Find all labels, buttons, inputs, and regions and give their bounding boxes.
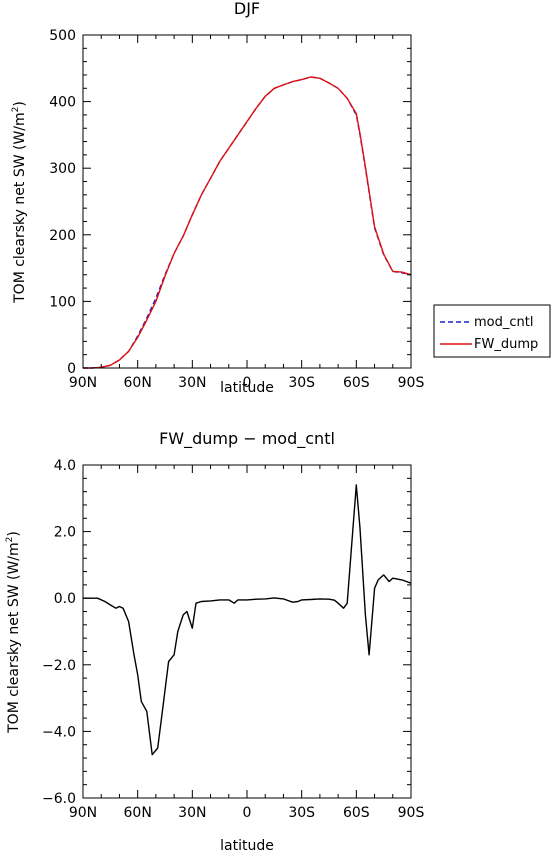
bot-x-tick-label: 90N xyxy=(69,805,97,821)
bottom-panel: FW_dump − mod_cntl 90N 60N 30N 0 30S 60S 90S −6… xyxy=(5,429,424,851)
top-y-tick-label: 200 xyxy=(49,228,76,244)
top-x-tick-label: 30N xyxy=(178,375,206,391)
top-y-tick-label: 500 xyxy=(49,28,76,44)
legend-label-mod-cntl: mod_cntl xyxy=(474,315,533,330)
legend-label-fw-dump: FW_dump xyxy=(474,337,538,352)
bot-x-tick-label: 30S xyxy=(288,805,315,821)
top-y-axis-label: TOM clearsky net SW (W/m2) xyxy=(11,101,28,304)
top-chart-title: DJF xyxy=(234,0,260,18)
top-y-tick-label: 100 xyxy=(49,294,76,310)
bot-y-tick-label: 4.0 xyxy=(54,458,76,474)
legend: mod_cntl FW_dump xyxy=(433,304,551,358)
top-y-tick-label: 400 xyxy=(49,95,76,111)
bot-x-tick-label: 30N xyxy=(178,805,206,821)
top-x-axis-label: latitude xyxy=(220,380,274,396)
bot-y-tick-label: 2.0 xyxy=(54,525,76,541)
top-series-line-fw-dump xyxy=(83,76,412,369)
bot-x-tick-label: 60S xyxy=(343,805,370,821)
bottom-x-axis-label: latitude xyxy=(220,838,274,851)
top-series-layer xyxy=(83,76,412,369)
bottom-chart-title: FW_dump − mod_cntl xyxy=(159,429,335,449)
bot-plot-frame xyxy=(82,464,412,799)
bot-y-tick-label: −2.0 xyxy=(42,658,76,674)
top-plot-frame xyxy=(82,34,412,369)
top-x-tick-label: 90S xyxy=(398,375,425,391)
bot-x-tick-label: 60N xyxy=(124,805,152,821)
bot-y-tick-label: −4.0 xyxy=(42,724,76,740)
top-x-tick-label: 0 xyxy=(243,375,252,391)
top-x-tick-label: 60N xyxy=(124,375,152,391)
bot-x-tick-label: 90S xyxy=(398,805,425,821)
bot-y-tick-label: −6.0 xyxy=(42,791,76,807)
top-x-tick-label: 60S xyxy=(343,375,370,391)
bot-x-tick-label: 0 xyxy=(243,805,252,821)
top-panel: DJF 90N 60N 30N 0 30S 60S 90S0100200300400500 … xyxy=(11,0,551,396)
top-y-tick-label: 300 xyxy=(49,161,76,177)
bot-y-tick-label: 0.0 xyxy=(54,591,76,607)
legend-box xyxy=(433,304,551,358)
bottom-y-axis-label: TOM clearsky net SW (W/m2) xyxy=(5,531,22,734)
top-axis-layer: 90N 60N 30N 0 30S 60S 90S 0 100 200 300 400 500 xyxy=(49,28,424,391)
top-x-tick-label: 30S xyxy=(288,375,315,391)
bot-series-line-difference xyxy=(83,484,412,756)
top-x-tick-label: 90N xyxy=(69,375,97,391)
bottom-axis-layer: 90N 60N 30N 0 30S 60S 90S −6.0 −4.0 −2.0 0.0 2.0 4.0 xyxy=(42,458,424,821)
bottom-series-layer xyxy=(83,484,412,756)
top-y-tick-label: 0 xyxy=(67,361,76,377)
